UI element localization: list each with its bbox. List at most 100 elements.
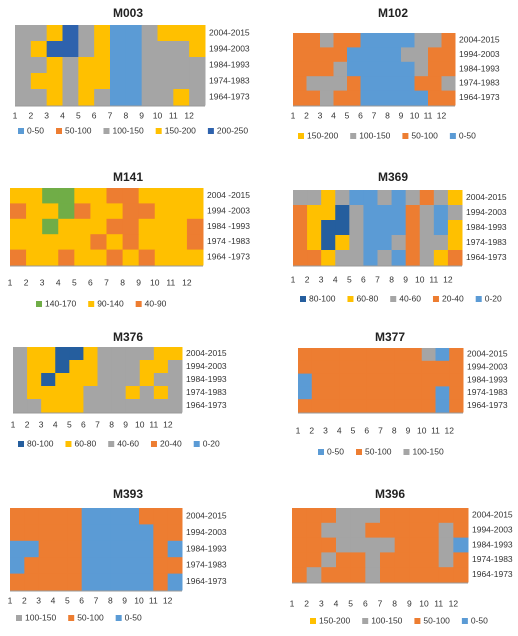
cell bbox=[408, 348, 423, 362]
cell bbox=[170, 188, 188, 204]
y-tick-label: 2004-2015 bbox=[472, 510, 513, 520]
cell bbox=[81, 573, 97, 591]
cell bbox=[13, 347, 28, 361]
cell bbox=[153, 347, 169, 361]
cell bbox=[428, 90, 442, 106]
cell bbox=[153, 373, 169, 387]
cell bbox=[366, 360, 381, 375]
cell bbox=[42, 234, 59, 251]
legend-label: 0-20 bbox=[485, 293, 502, 303]
legend-swatch bbox=[16, 615, 22, 621]
cell bbox=[321, 220, 336, 236]
cell bbox=[110, 557, 126, 575]
legend-label: 50-100 bbox=[423, 615, 450, 625]
cell bbox=[366, 373, 381, 387]
cell bbox=[78, 73, 95, 90]
y-tick-label: 1974 -1983 bbox=[207, 236, 250, 246]
cell bbox=[401, 76, 415, 92]
cell bbox=[336, 552, 352, 568]
cell bbox=[419, 205, 435, 221]
cell bbox=[333, 61, 348, 77]
cell bbox=[320, 33, 334, 48]
cell bbox=[447, 235, 463, 251]
cell bbox=[67, 508, 83, 525]
cell bbox=[122, 218, 140, 235]
cell bbox=[293, 90, 307, 106]
cell bbox=[10, 557, 25, 575]
cell bbox=[449, 373, 464, 387]
cell bbox=[424, 537, 440, 553]
x-tick-label: 7 bbox=[108, 110, 113, 120]
x-tick-label: 5 bbox=[65, 595, 70, 605]
cell bbox=[321, 508, 337, 524]
cell bbox=[167, 399, 183, 413]
legend-label: 20-40 bbox=[442, 293, 464, 303]
cell bbox=[26, 249, 43, 266]
cell bbox=[58, 249, 75, 266]
legend-swatch bbox=[461, 618, 468, 624]
legend-swatch bbox=[56, 128, 63, 134]
cell bbox=[26, 234, 43, 251]
cell bbox=[24, 573, 40, 591]
cell bbox=[106, 234, 124, 251]
cell bbox=[138, 188, 156, 204]
cell bbox=[333, 90, 348, 106]
cell bbox=[74, 234, 91, 251]
cell bbox=[394, 399, 409, 413]
cell bbox=[401, 61, 415, 77]
legend-label: 60-80 bbox=[356, 293, 378, 303]
cell bbox=[449, 348, 464, 362]
cell bbox=[374, 90, 388, 106]
x-tick-label: 10 bbox=[134, 595, 144, 605]
cell bbox=[122, 249, 140, 266]
cell bbox=[122, 234, 140, 251]
x-tick-label: 8 bbox=[392, 598, 397, 608]
cell bbox=[167, 524, 183, 542]
cell bbox=[74, 203, 91, 220]
x-tick-label: 4 bbox=[337, 425, 342, 435]
cell bbox=[414, 33, 429, 48]
legend-swatch bbox=[414, 618, 421, 624]
cell bbox=[414, 90, 429, 106]
chart-title: M393 bbox=[113, 487, 143, 501]
cell bbox=[453, 508, 469, 524]
cell bbox=[336, 567, 352, 583]
cell bbox=[111, 347, 127, 361]
x-tick-label: 2 bbox=[24, 277, 29, 287]
cell bbox=[360, 47, 375, 63]
cell bbox=[111, 399, 127, 413]
cell bbox=[366, 399, 381, 413]
y-tick-label: 1964-1973 bbox=[466, 252, 507, 262]
cell bbox=[122, 188, 140, 204]
cell bbox=[363, 190, 378, 206]
cell bbox=[138, 249, 156, 266]
cell bbox=[387, 47, 402, 63]
x-tick-label: 6 bbox=[92, 110, 97, 120]
cell bbox=[428, 61, 442, 77]
cell bbox=[26, 218, 43, 235]
cell bbox=[321, 522, 337, 539]
y-tick-label: 1964-1973 bbox=[186, 400, 227, 410]
cell bbox=[24, 540, 40, 558]
x-tick-label: 5 bbox=[347, 274, 352, 284]
legend-swatch bbox=[65, 441, 72, 447]
cell bbox=[360, 61, 375, 77]
cell bbox=[441, 47, 456, 63]
cell bbox=[167, 360, 183, 374]
cell bbox=[55, 386, 70, 400]
cell bbox=[307, 190, 322, 206]
cell bbox=[157, 25, 174, 42]
x-tick-label: 9 bbox=[122, 595, 127, 605]
cell bbox=[153, 360, 169, 374]
cell bbox=[325, 399, 340, 413]
cell bbox=[350, 567, 366, 583]
cell bbox=[139, 540, 154, 558]
cell bbox=[110, 573, 126, 591]
x-tick-label: 6 bbox=[364, 425, 369, 435]
cell bbox=[380, 348, 395, 362]
cell bbox=[311, 348, 326, 362]
cell bbox=[387, 33, 402, 48]
legend-label: 100-150 bbox=[359, 130, 390, 140]
cell bbox=[30, 73, 48, 90]
cell bbox=[298, 373, 313, 387]
